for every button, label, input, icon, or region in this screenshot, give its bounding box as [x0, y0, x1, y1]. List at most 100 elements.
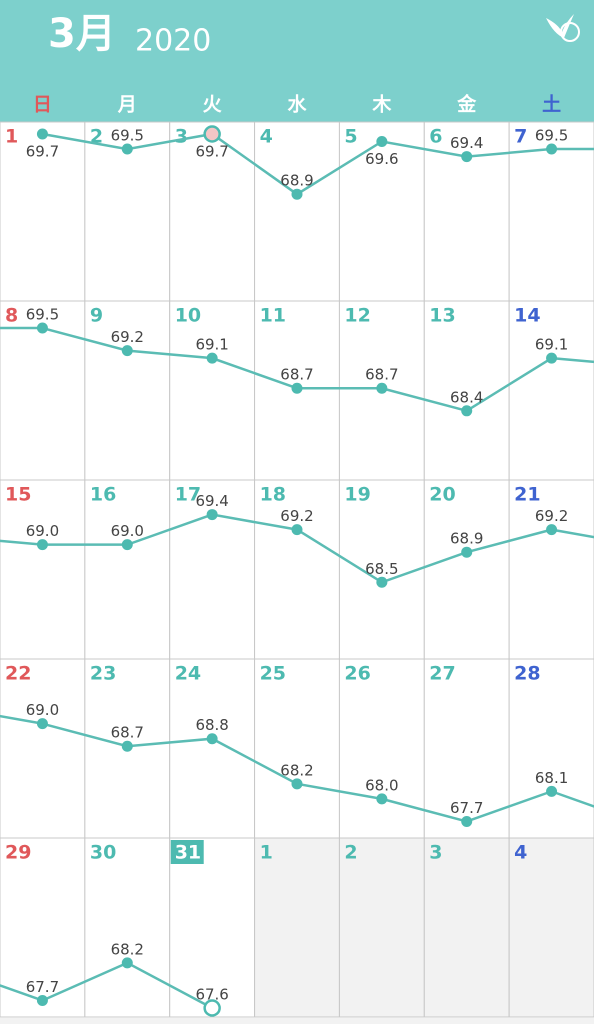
day-cell[interactable]: [254, 837, 340, 1018]
day-cell[interactable]: [84, 479, 171, 660]
weight-point: [376, 382, 388, 394]
weight-label: 68.8: [195, 716, 228, 734]
app-icon[interactable]: [546, 14, 580, 42]
day-cell[interactable]: [0, 658, 86, 839]
day-cell[interactable]: [508, 658, 594, 839]
weight-point: [546, 524, 558, 536]
day-number: 8: [5, 305, 18, 327]
day-number: 4: [514, 842, 527, 864]
day-number: 23: [90, 663, 116, 685]
day-number: 13: [429, 305, 455, 327]
day-cell[interactable]: [508, 479, 594, 660]
weight-point: [121, 740, 133, 752]
month-title: 3月: [48, 11, 116, 57]
day-number: 1: [260, 842, 273, 864]
weekday-label: 日: [33, 94, 52, 116]
weight-label: 69.7: [26, 143, 59, 161]
day-cell[interactable]: [338, 658, 425, 839]
weight-point: [546, 143, 558, 155]
weight-point: [376, 576, 388, 588]
day-cell[interactable]: [254, 479, 340, 660]
weight-point: [36, 322, 48, 334]
weight-label: 69.0: [111, 522, 144, 540]
weight-label: 69.0: [26, 522, 59, 540]
day-number: 21: [514, 484, 540, 506]
weight-point: [461, 151, 473, 163]
weight-label: 67.7: [26, 978, 59, 996]
icon-ring: [560, 22, 580, 42]
day-number: 28: [514, 663, 540, 685]
day-number: 3: [429, 842, 442, 864]
weight-point: [291, 188, 303, 200]
weight-point: [121, 957, 133, 969]
day-cell[interactable]: [169, 837, 256, 1018]
weight-label: 69.5: [535, 127, 568, 145]
weekday-label: 金: [456, 93, 477, 116]
weight-label: 68.2: [111, 940, 144, 958]
weekday-label: 火: [203, 94, 223, 116]
weekday-label: 土: [542, 94, 561, 116]
weight-point: [206, 733, 218, 745]
weight-point: [36, 128, 48, 140]
day-number: 15: [5, 484, 31, 506]
weight-label: 69.5: [26, 306, 59, 324]
day-cell[interactable]: [338, 479, 425, 660]
weight-label: 68.1: [535, 769, 568, 787]
day-cell[interactable]: [0, 479, 86, 660]
weight-label: 68.4: [450, 388, 483, 406]
weight-point: [461, 546, 473, 558]
day-cell[interactable]: [338, 121, 425, 302]
day-number: 16: [90, 484, 116, 506]
day-number: 11: [260, 305, 286, 327]
day-cell[interactable]: [169, 658, 256, 839]
header-bar: [0, 0, 594, 122]
day-number: 25: [260, 663, 286, 685]
day-cell[interactable]: [423, 300, 510, 481]
day-number: 10: [175, 305, 201, 327]
weight-point: [206, 352, 218, 364]
weekday-label: 水: [287, 94, 307, 116]
day-cell[interactable]: [84, 837, 171, 1018]
weight-label: 69.4: [195, 492, 228, 510]
weight-label: 69.7: [195, 143, 228, 161]
weight-label: 68.5: [365, 560, 398, 578]
weight-point: [121, 143, 133, 155]
trend-connector: [0, 984, 43, 1002]
weight-label: 68.7: [111, 724, 144, 742]
weight-point: [36, 539, 48, 551]
day-cell[interactable]: [508, 837, 594, 1018]
day-cell[interactable]: [423, 479, 510, 660]
day-cell[interactable]: [254, 658, 340, 839]
weight-point: [461, 405, 473, 417]
day-cell[interactable]: [169, 121, 256, 302]
day-number: 4: [260, 126, 273, 148]
weight-label: 68.9: [280, 172, 313, 190]
weight-point: [203, 999, 221, 1017]
day-cell[interactable]: [254, 121, 340, 302]
day-cell[interactable]: [423, 837, 510, 1018]
day-number: 24: [175, 663, 201, 685]
day-number: 5: [344, 126, 357, 148]
day-number: 14: [514, 305, 540, 327]
day-number: 29: [5, 842, 31, 864]
weight-label: 69.0: [26, 701, 59, 719]
bird-icon: [546, 14, 574, 38]
day-cell[interactable]: [338, 837, 425, 1018]
day-number: 6: [429, 126, 442, 148]
weight-point: [461, 815, 473, 827]
day-cell[interactable]: [169, 300, 256, 481]
day-number: 1: [5, 126, 18, 148]
weight-label: 69.6: [365, 150, 398, 168]
weight-label: 69.2: [535, 507, 568, 525]
trend-connector: [551, 528, 594, 539]
weight-point: [546, 352, 558, 364]
day-cell[interactable]: [0, 121, 86, 302]
weight-point: [376, 793, 388, 805]
weight-label: 67.6: [195, 986, 228, 1004]
day-cell[interactable]: [423, 658, 510, 839]
day-number: 9: [90, 305, 103, 327]
weekday-label: 木: [371, 93, 392, 116]
trend-connector: [0, 714, 43, 725]
trend-connector: [551, 356, 594, 364]
day-cell[interactable]: [508, 300, 594, 481]
